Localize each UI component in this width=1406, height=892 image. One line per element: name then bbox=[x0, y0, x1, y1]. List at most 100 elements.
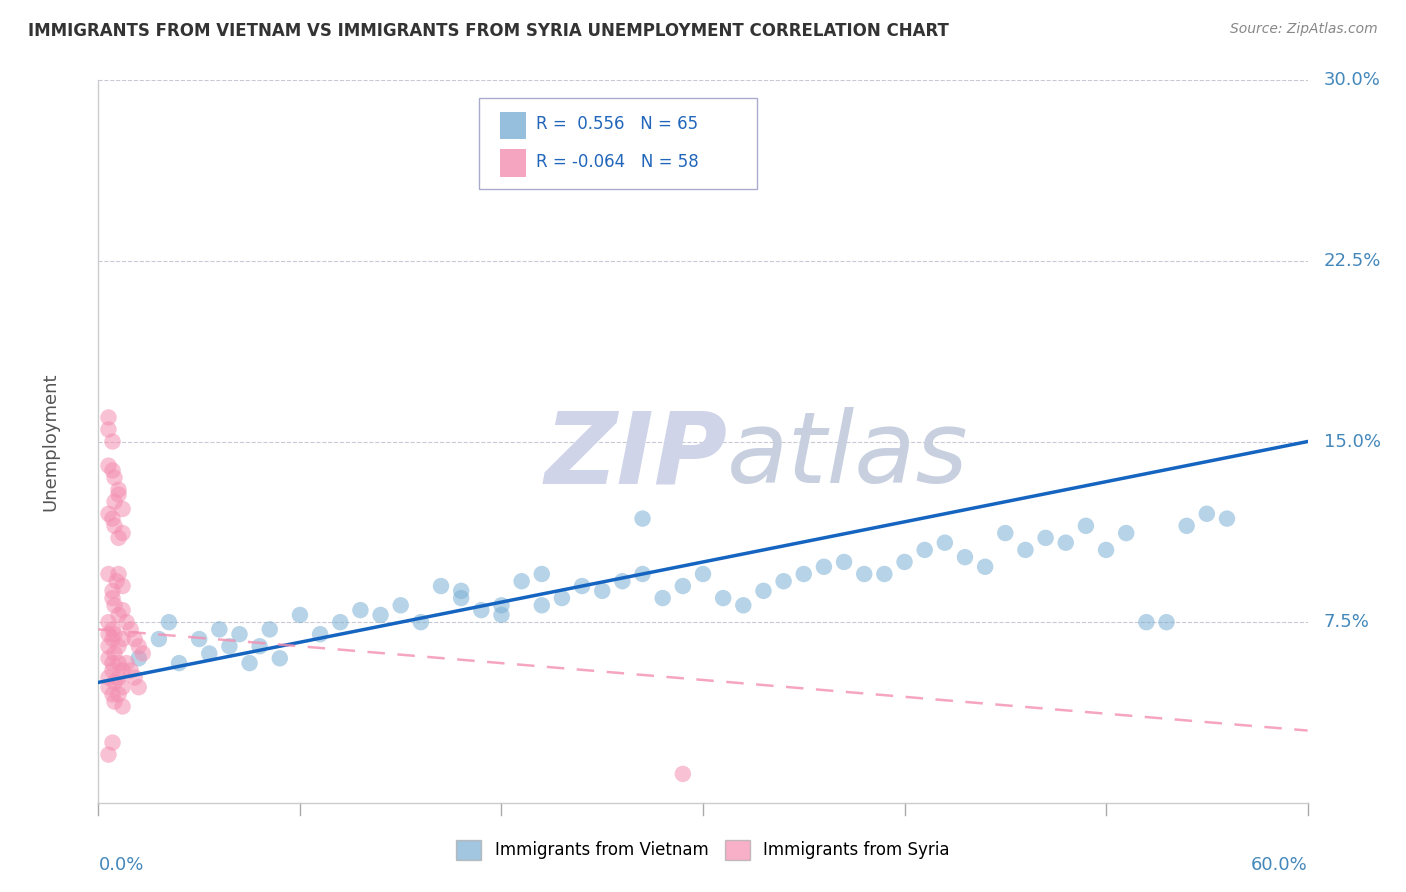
Point bbox=[103, 695, 125, 709]
Point bbox=[107, 671, 129, 685]
Point bbox=[107, 607, 129, 622]
Text: 60.0%: 60.0% bbox=[1251, 855, 1308, 874]
Point bbox=[1074, 518, 1097, 533]
Point bbox=[111, 632, 134, 646]
Point bbox=[101, 664, 124, 678]
Point bbox=[752, 583, 775, 598]
Point bbox=[934, 535, 956, 549]
Point bbox=[571, 579, 593, 593]
Point bbox=[101, 632, 124, 646]
Text: 0.0%: 0.0% bbox=[98, 855, 143, 874]
Point bbox=[239, 656, 262, 670]
Point bbox=[651, 591, 673, 605]
Text: ZIP: ZIP bbox=[544, 408, 727, 505]
FancyBboxPatch shape bbox=[501, 149, 526, 177]
Text: 22.5%: 22.5% bbox=[1323, 252, 1381, 270]
Point bbox=[853, 567, 876, 582]
Point bbox=[111, 603, 134, 617]
Point bbox=[132, 647, 155, 661]
Point bbox=[491, 599, 513, 613]
Point bbox=[530, 567, 553, 582]
Point bbox=[914, 542, 936, 557]
Point bbox=[111, 664, 134, 678]
Point bbox=[107, 531, 129, 545]
Point bbox=[97, 651, 120, 665]
Point bbox=[793, 567, 815, 582]
Point bbox=[733, 599, 755, 613]
Point bbox=[651, 121, 673, 136]
Point bbox=[672, 579, 695, 593]
Point bbox=[103, 518, 125, 533]
Point bbox=[148, 632, 170, 646]
Point bbox=[101, 591, 124, 605]
Point bbox=[692, 567, 714, 582]
Point bbox=[672, 767, 695, 781]
Point bbox=[409, 615, 432, 630]
Point bbox=[101, 583, 124, 598]
Point bbox=[893, 555, 915, 569]
Point bbox=[101, 623, 124, 637]
Point bbox=[218, 639, 240, 653]
Point bbox=[157, 615, 180, 630]
Point bbox=[103, 470, 125, 484]
Point bbox=[115, 656, 138, 670]
Point bbox=[120, 664, 142, 678]
Point bbox=[873, 567, 896, 582]
FancyBboxPatch shape bbox=[479, 98, 758, 189]
Point bbox=[1135, 615, 1157, 630]
Point bbox=[97, 507, 120, 521]
Point bbox=[97, 615, 120, 630]
Legend: Immigrants from Vietnam, Immigrants from Syria: Immigrants from Vietnam, Immigrants from… bbox=[450, 833, 956, 867]
Point bbox=[813, 559, 835, 574]
Point bbox=[953, 550, 976, 565]
Text: Source: ZipAtlas.com: Source: ZipAtlas.com bbox=[1230, 22, 1378, 37]
Point bbox=[208, 623, 231, 637]
Point bbox=[107, 656, 129, 670]
Point bbox=[101, 687, 124, 701]
Point bbox=[832, 555, 855, 569]
Point bbox=[198, 647, 221, 661]
Point bbox=[128, 680, 150, 694]
Point bbox=[97, 458, 120, 473]
Point bbox=[974, 559, 997, 574]
Point bbox=[103, 675, 125, 690]
Point bbox=[111, 680, 134, 694]
Point bbox=[1095, 542, 1118, 557]
Text: R =  0.556   N = 65: R = 0.556 N = 65 bbox=[536, 115, 699, 134]
Point bbox=[111, 502, 134, 516]
Text: 7.5%: 7.5% bbox=[1323, 613, 1369, 632]
Point bbox=[994, 526, 1017, 541]
Point bbox=[228, 627, 250, 641]
Point bbox=[711, 591, 734, 605]
Text: IMMIGRANTS FROM VIETNAM VS IMMIGRANTS FROM SYRIA UNEMPLOYMENT CORRELATION CHART: IMMIGRANTS FROM VIETNAM VS IMMIGRANTS FR… bbox=[28, 22, 949, 40]
Point bbox=[97, 680, 120, 694]
Text: Unemployment: Unemployment bbox=[41, 372, 59, 511]
Point bbox=[115, 615, 138, 630]
Point bbox=[450, 591, 472, 605]
Point bbox=[1014, 542, 1036, 557]
Point bbox=[389, 599, 412, 613]
Point bbox=[530, 599, 553, 613]
Point bbox=[107, 487, 129, 501]
Point bbox=[107, 567, 129, 582]
Point bbox=[97, 747, 120, 762]
Point bbox=[101, 735, 124, 749]
Point bbox=[111, 526, 134, 541]
Point bbox=[1156, 615, 1178, 630]
Point bbox=[510, 574, 533, 589]
Point bbox=[97, 627, 120, 641]
Point bbox=[97, 639, 120, 653]
Point bbox=[103, 647, 125, 661]
Point bbox=[470, 603, 492, 617]
Point bbox=[1035, 531, 1057, 545]
Text: 30.0%: 30.0% bbox=[1323, 71, 1381, 89]
Point bbox=[631, 511, 654, 525]
Point bbox=[188, 632, 211, 646]
Point bbox=[111, 699, 134, 714]
Point bbox=[97, 671, 120, 685]
Point bbox=[269, 651, 291, 665]
Point bbox=[107, 687, 129, 701]
Point bbox=[349, 603, 371, 617]
Point bbox=[101, 434, 124, 449]
Point bbox=[103, 494, 125, 508]
